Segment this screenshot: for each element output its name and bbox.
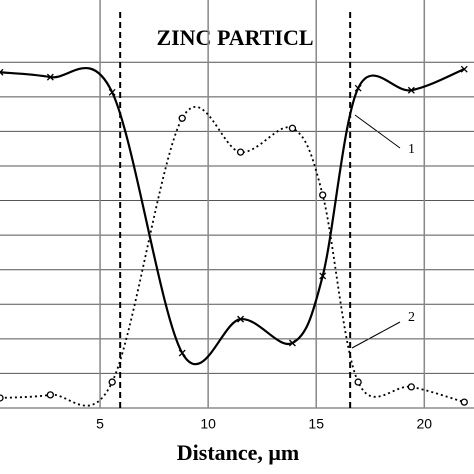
marker [0, 394, 4, 402]
x-tick-label: 20 [416, 416, 432, 432]
x-tick-label: 10 [200, 416, 216, 432]
marker [319, 272, 327, 280]
marker [108, 378, 116, 386]
marker [319, 191, 327, 199]
marker [108, 88, 116, 96]
leader-line [351, 321, 401, 349]
marker [178, 349, 186, 357]
marker [354, 84, 362, 92]
series-line [0, 106, 465, 407]
marker [460, 65, 468, 73]
marker [237, 315, 245, 323]
series-line [0, 67, 465, 366]
marker [0, 68, 4, 76]
x-tick-label: 5 [96, 416, 104, 432]
marker [236, 148, 245, 156]
series-label: 2 [408, 310, 415, 325]
marker [407, 86, 415, 94]
x-tick-label: 15 [308, 416, 324, 432]
x-axis-label: Distance, μm [177, 440, 299, 465]
marker [46, 391, 55, 399]
marker [407, 383, 415, 391]
series-label: 1 [408, 142, 415, 157]
marker [46, 73, 54, 81]
marker [288, 339, 296, 347]
marker [178, 114, 186, 122]
chart-title: ZINC PARTICL [156, 25, 313, 50]
marker [288, 124, 297, 132]
marker [460, 398, 468, 406]
marker [354, 378, 362, 386]
